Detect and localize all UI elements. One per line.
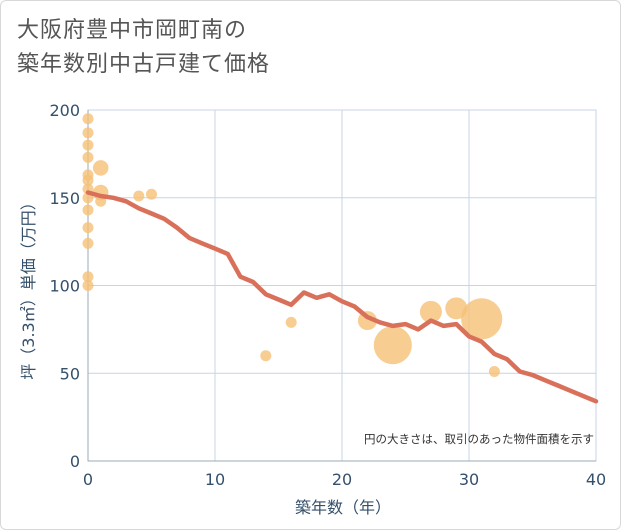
size-annotation: 円の大きさは、取引のあった物件面積を示す <box>364 432 594 446</box>
y-tick-label: 150 <box>49 189 80 208</box>
y-tick-label: 200 <box>49 101 80 120</box>
trend-line <box>85 190 599 404</box>
bubble <box>82 151 94 163</box>
title-line-2: 築年数別中古戸建て価格 <box>17 52 271 77</box>
bubble <box>133 190 145 202</box>
bubble <box>82 204 94 216</box>
y-tick-label: 100 <box>49 277 80 296</box>
bubble <box>82 113 94 125</box>
x-axis-label: 築年数（年） <box>295 498 391 517</box>
bubble <box>285 316 297 328</box>
title-line-1: 大阪府豊中市岡町南の <box>17 18 248 43</box>
bubble <box>82 280 94 291</box>
x-tick-label: 10 <box>205 470 225 489</box>
bubble <box>260 350 272 362</box>
bubble <box>82 174 94 186</box>
bubble <box>82 271 94 283</box>
grid <box>87 109 597 462</box>
trend <box>85 190 599 404</box>
x-tick-label: 40 <box>586 470 606 489</box>
ticks: 0 10 20 30 40 0 50 100 150 200 <box>49 101 606 489</box>
y-axis-label: 坪（3.3㎡）単価（万円） <box>19 194 38 379</box>
bubble <box>82 222 94 234</box>
bubble <box>461 298 503 340</box>
x-tick-label: 30 <box>459 470 479 489</box>
bubbles <box>82 113 503 377</box>
x-tick-label: 20 <box>332 470 352 489</box>
bubble <box>92 160 109 176</box>
bubble <box>419 300 442 323</box>
bubble <box>373 326 412 365</box>
bubble <box>146 188 157 200</box>
bubble <box>82 139 94 151</box>
bubble <box>82 127 94 139</box>
bubble <box>488 365 500 377</box>
y-tick-label: 0 <box>70 452 80 471</box>
y-tick-label: 50 <box>60 364 80 383</box>
bubble <box>82 237 94 249</box>
x-tick-label: 0 <box>83 470 93 489</box>
chart-title: 大阪府豊中市岡町南の 築年数別中古戸建て価格 <box>17 14 270 82</box>
